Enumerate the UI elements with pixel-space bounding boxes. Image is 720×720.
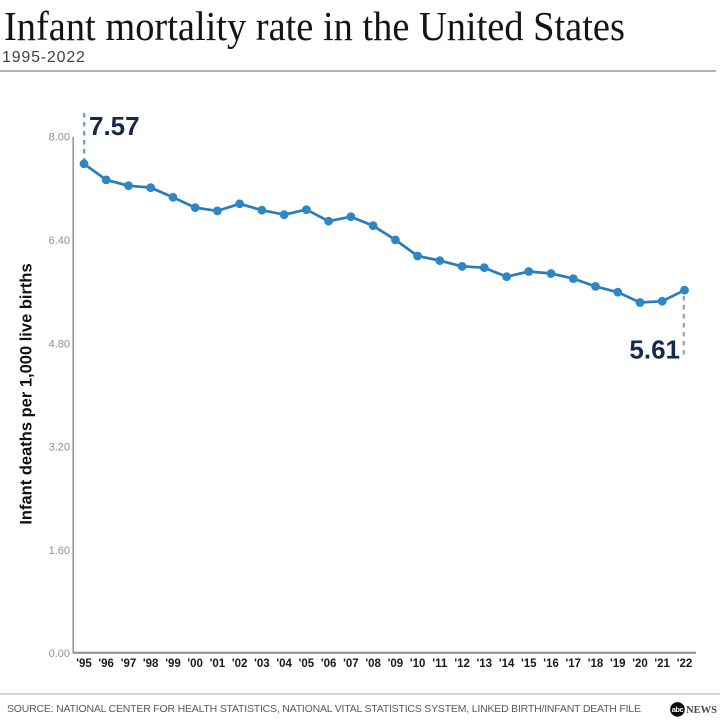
svg-text:'20: '20 xyxy=(632,658,648,670)
svg-text:'01: '01 xyxy=(210,658,226,670)
svg-text:'11: '11 xyxy=(432,658,447,670)
svg-text:8.00: 8.00 xyxy=(49,132,70,144)
svg-text:'15: '15 xyxy=(521,658,537,670)
svg-text:'98: '98 xyxy=(143,658,159,670)
svg-text:Infant deaths per 1,000 live b: Infant deaths per 1,000 live births xyxy=(18,263,36,524)
svg-text:'10: '10 xyxy=(410,658,426,670)
svg-text:'07: '07 xyxy=(343,658,359,670)
svg-text:7.57: 7.57 xyxy=(89,111,140,141)
svg-text:'14: '14 xyxy=(499,658,515,670)
svg-text:4.80: 4.80 xyxy=(49,338,70,350)
svg-text:3.20: 3.20 xyxy=(49,442,70,454)
svg-text:'21: '21 xyxy=(654,658,670,670)
svg-text:1.60: 1.60 xyxy=(49,545,70,557)
svg-text:'16: '16 xyxy=(543,658,559,670)
svg-text:'09: '09 xyxy=(388,658,404,670)
svg-text:abc: abc xyxy=(672,705,684,714)
svg-text:'13: '13 xyxy=(477,658,493,670)
svg-text:'96: '96 xyxy=(98,658,114,670)
svg-text:5.61: 5.61 xyxy=(629,335,680,365)
svg-text:'97: '97 xyxy=(121,658,137,670)
svg-text:'17: '17 xyxy=(566,658,582,670)
svg-text:'02: '02 xyxy=(232,658,248,670)
svg-text:'08: '08 xyxy=(365,658,381,670)
svg-text:'19: '19 xyxy=(610,658,626,670)
svg-text:'18: '18 xyxy=(588,658,604,670)
svg-text:'99: '99 xyxy=(165,658,181,670)
svg-text:0.00: 0.00 xyxy=(49,648,70,660)
svg-text:'95: '95 xyxy=(76,658,92,670)
svg-text:6.40: 6.40 xyxy=(49,235,70,247)
svg-text:NEWS: NEWS xyxy=(686,705,717,716)
svg-text:'05: '05 xyxy=(299,658,315,670)
svg-text:'22: '22 xyxy=(677,658,693,670)
svg-text:'04: '04 xyxy=(276,658,292,670)
svg-text:'03: '03 xyxy=(254,658,270,670)
svg-text:'06: '06 xyxy=(321,658,337,670)
svg-text:'12: '12 xyxy=(454,658,470,670)
svg-text:'00: '00 xyxy=(187,658,203,670)
